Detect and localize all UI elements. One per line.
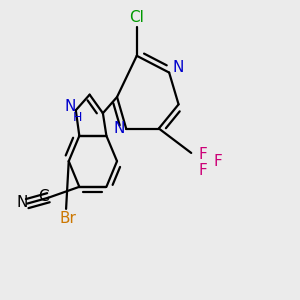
Text: N: N (113, 121, 124, 136)
Text: H: H (73, 111, 82, 124)
Text: C: C (38, 189, 48, 204)
Text: F: F (199, 163, 207, 178)
Text: N: N (172, 60, 184, 75)
Text: N: N (16, 195, 28, 210)
Text: Cl: Cl (129, 11, 144, 26)
Text: N: N (65, 99, 76, 114)
Text: F: F (199, 147, 207, 162)
Text: Br: Br (59, 211, 76, 226)
Text: F: F (213, 154, 222, 169)
